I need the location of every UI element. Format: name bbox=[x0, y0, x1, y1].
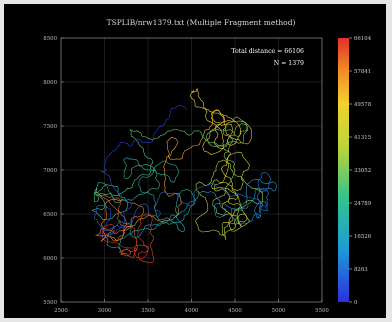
tour-segment bbox=[213, 151, 250, 206]
tour-segment bbox=[94, 203, 161, 232]
tour-segment bbox=[107, 196, 138, 257]
tour-segment bbox=[129, 128, 205, 158]
total-distance-label: Total distance = 66106 bbox=[231, 48, 304, 55]
tour-segment bbox=[195, 204, 248, 236]
x-tick-label: 4500 bbox=[228, 308, 242, 314]
colorbar-tick-label: 8263 bbox=[354, 267, 368, 273]
tour-segment bbox=[103, 104, 187, 169]
colorbar-axis: 66104 57841 49578 41315 33052 24789 16526 8263 0 bbox=[349, 36, 372, 306]
tour-segment bbox=[208, 110, 242, 146]
y-tick-label: 7500 bbox=[43, 124, 57, 130]
tour-chart: TSPLIB/nrw1379.txt (Multiple Fragment me… bbox=[43, 18, 372, 314]
x-axis: 2500 3000 3500 4000 4500 5000 5500 bbox=[54, 299, 329, 314]
colorbar-tick-label: 49578 bbox=[354, 102, 372, 108]
tour-segment bbox=[212, 181, 263, 228]
colorbar-tick-label: 33052 bbox=[354, 168, 371, 174]
y-axis: 5500 6000 6500 7000 7500 8000 8500 bbox=[43, 36, 64, 306]
tour-segment bbox=[163, 133, 205, 191]
y-tick-label: 8500 bbox=[43, 36, 57, 42]
tour-segment bbox=[222, 116, 249, 182]
tour-segment bbox=[91, 184, 129, 220]
tour-segment bbox=[189, 88, 224, 155]
y-tick-label: 5500 bbox=[43, 300, 57, 306]
colorbar-tick-label: 41315 bbox=[354, 135, 372, 141]
tour-segment bbox=[130, 188, 196, 235]
grid bbox=[60, 37, 323, 303]
tour-segment bbox=[203, 123, 248, 148]
x-tick-label: 3000 bbox=[98, 308, 112, 314]
colorbar bbox=[338, 38, 349, 302]
tour-segment bbox=[102, 190, 182, 241]
tour-segment bbox=[159, 191, 227, 226]
x-tick-label: 4000 bbox=[185, 308, 199, 314]
colorbar-tick-label: 57841 bbox=[354, 69, 371, 75]
y-tick-label: 7000 bbox=[43, 168, 57, 174]
tour-segment bbox=[211, 179, 242, 241]
tour-segment bbox=[99, 168, 133, 238]
tour-segment bbox=[138, 166, 185, 232]
tour-segment bbox=[195, 159, 263, 205]
tour-segment bbox=[101, 223, 149, 260]
x-tick-label: 5500 bbox=[315, 308, 329, 314]
x-tick-label: 2500 bbox=[54, 308, 68, 314]
chart-title: TSPLIB/nrw1379.txt (Multiple Fragment me… bbox=[107, 18, 296, 27]
x-tick-label: 3500 bbox=[141, 308, 155, 314]
tour-segment bbox=[127, 213, 155, 263]
tour-segment bbox=[242, 172, 272, 214]
colorbar-tick-label: 16526 bbox=[354, 234, 372, 240]
tour-path bbox=[91, 88, 277, 263]
tour-segment bbox=[96, 164, 160, 204]
tour-segment bbox=[203, 109, 252, 145]
tour-segment bbox=[95, 193, 127, 242]
colorbar-tick-label: 24789 bbox=[354, 201, 372, 207]
tour-segment bbox=[94, 157, 154, 202]
colorbar-tick-label: 0 bbox=[354, 300, 358, 306]
city-count-label: N = 1379 bbox=[274, 60, 304, 67]
y-tick-label: 6500 bbox=[43, 212, 57, 218]
tour-segment bbox=[230, 186, 269, 225]
y-tick-label: 8000 bbox=[43, 80, 57, 86]
tour-segment bbox=[153, 182, 243, 215]
tour-segment bbox=[224, 179, 277, 211]
tour-segment bbox=[123, 157, 180, 183]
y-tick-label: 6000 bbox=[43, 256, 57, 262]
colorbar-tick-label: 66104 bbox=[354, 36, 372, 42]
x-tick-label: 5000 bbox=[272, 308, 286, 314]
chart-frame: TSPLIB/nrw1379.txt (Multiple Fragment me… bbox=[4, 4, 386, 318]
